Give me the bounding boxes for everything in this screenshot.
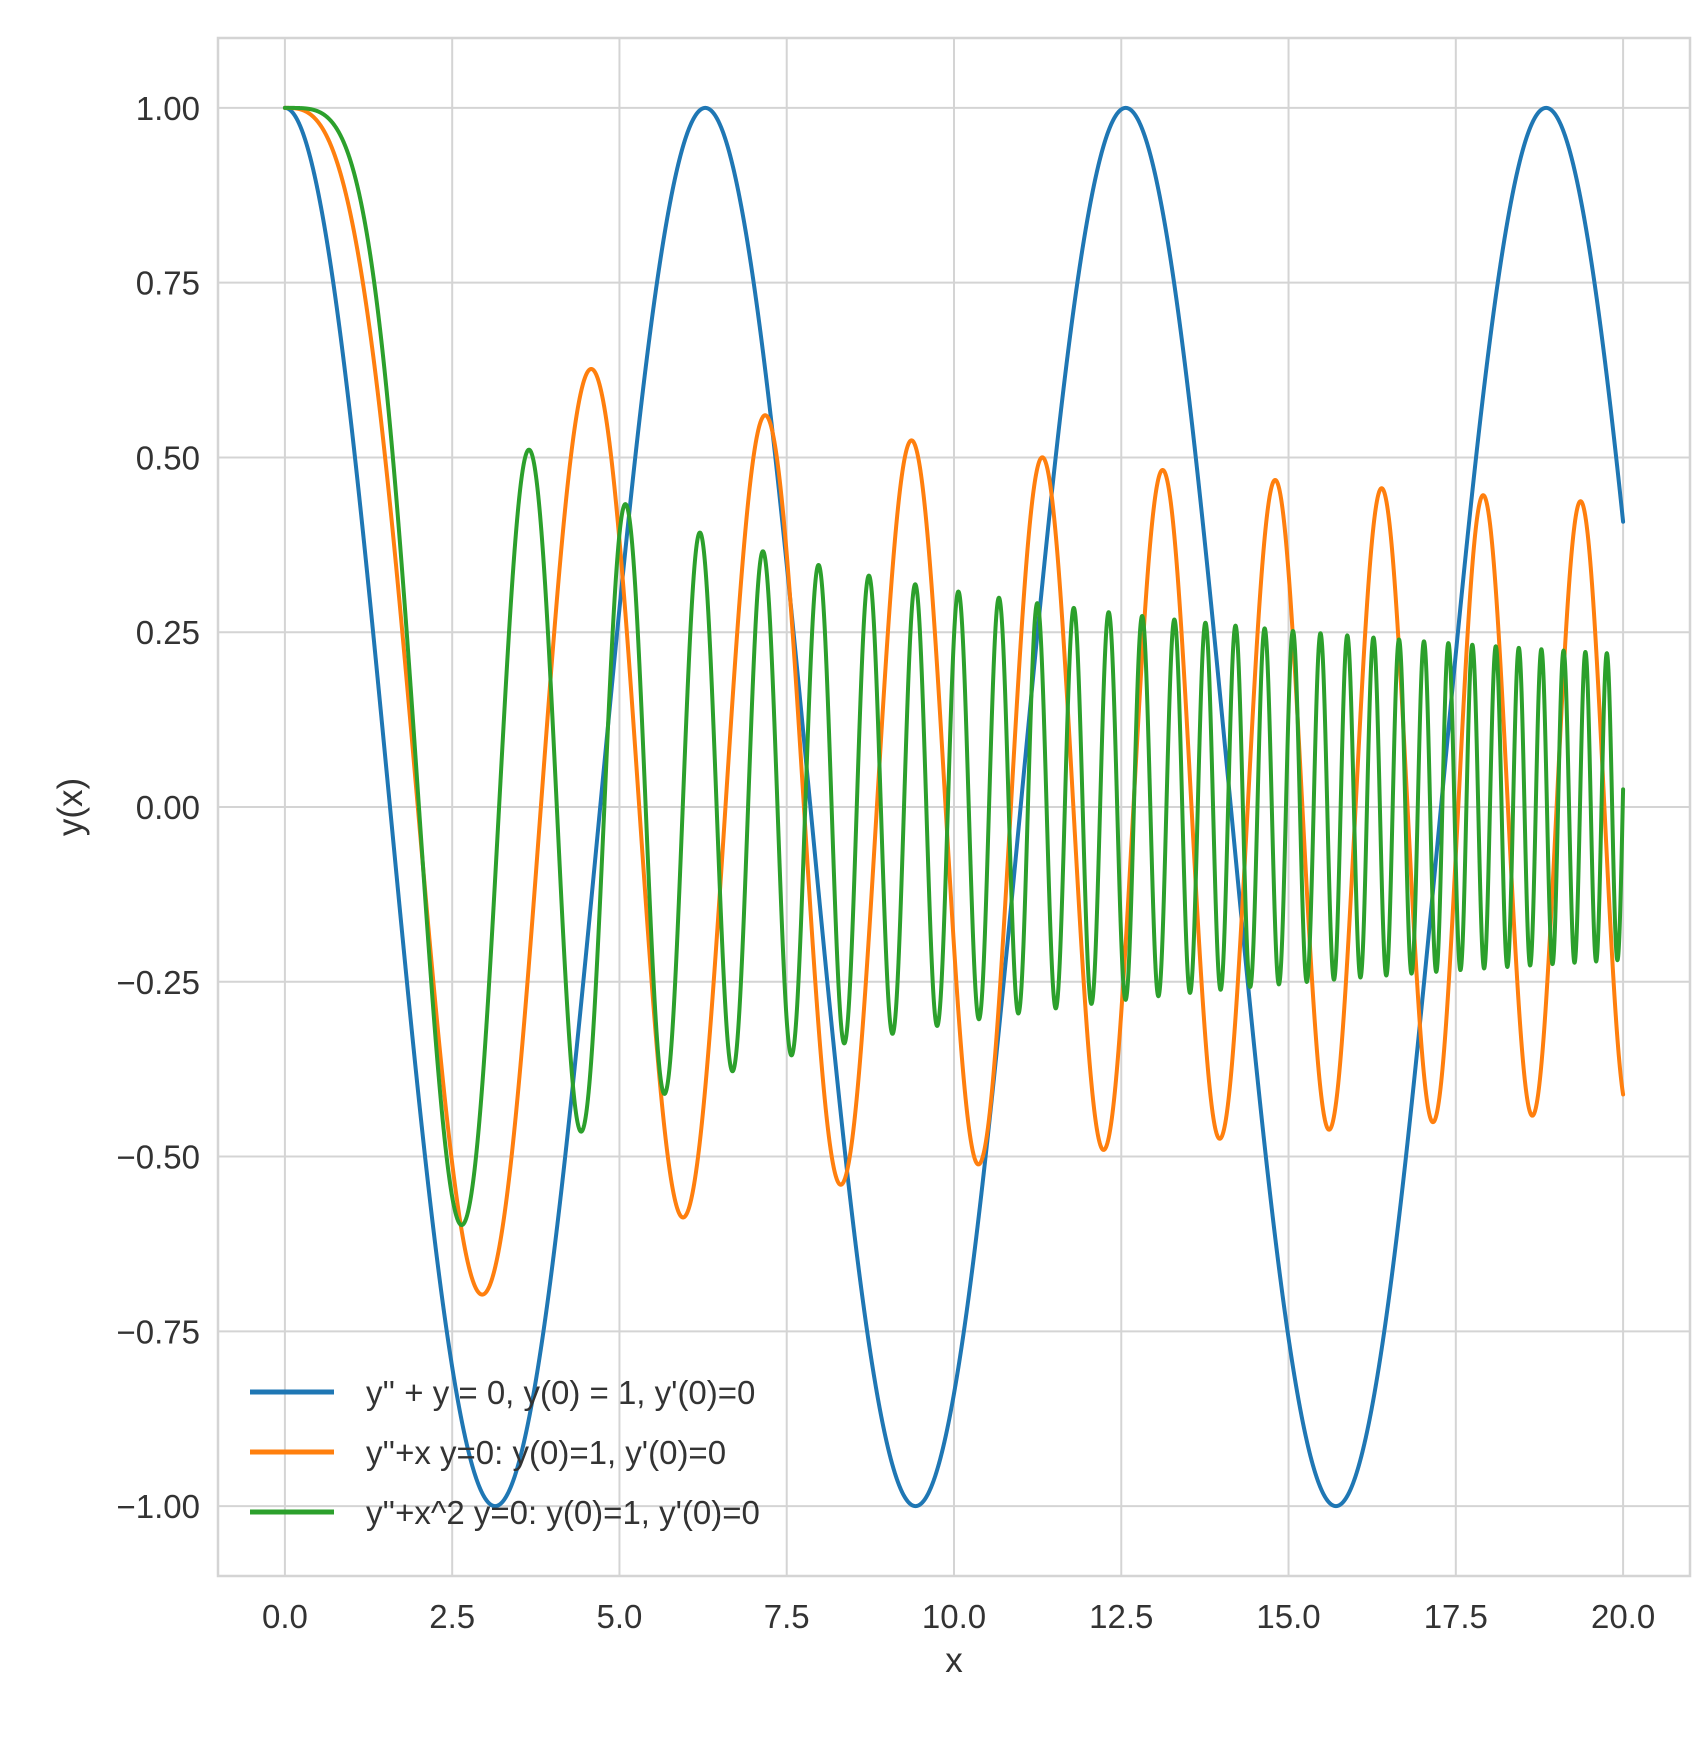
y-tick-label: −0.75 (117, 1313, 201, 1350)
y-tick-label: 0.25 (136, 614, 200, 651)
x-tick-label: 15.0 (1256, 1598, 1320, 1635)
x-axis-label: x (945, 1641, 963, 1680)
plot-frame (216, 36, 1692, 1578)
legend-label-3: y''+x^2 y=0: y(0)=1, y'(0)=0 (366, 1494, 760, 1531)
y-axis-label: y(x) (51, 778, 90, 836)
y-tick-label: 0.00 (136, 789, 200, 826)
x-tick-label: 10.0 (922, 1598, 986, 1635)
x-tick-label: 2.5 (429, 1598, 475, 1635)
y-tick-label: 0.50 (136, 439, 200, 476)
x-tick-label: 5.0 (597, 1598, 643, 1635)
y-tick-label: 1.00 (136, 90, 200, 127)
y-tick-label: −0.50 (117, 1139, 201, 1176)
series-line-1 (282, 105, 1626, 1509)
x-tick-label: 0.0 (262, 1598, 308, 1635)
tick-labels: 0.0 2.5 5.0 7.5 10.0 12.5 15.0 17.5 20.0 −1.00 −0.… (117, 90, 1656, 1635)
x-tick-label: 7.5 (764, 1598, 810, 1635)
series-line-3 (282, 105, 1626, 1228)
x-tick-label: 17.5 (1424, 1598, 1488, 1635)
y-tick-label: 0.75 (136, 265, 200, 302)
x-tick-label: 20.0 (1591, 1598, 1655, 1635)
legend-label-2: y''+x y=0: y(0)=1, y'(0)=0 (366, 1434, 726, 1471)
y-tick-label: −1.00 (117, 1488, 201, 1525)
legend-label-1: y'' + y = 0, y(0) = 1, y'(0)=0 (366, 1374, 755, 1411)
x-tick-label: 12.5 (1089, 1598, 1153, 1635)
series-layer (282, 105, 1626, 1509)
y-tick-label: −0.25 (117, 964, 201, 1001)
legend: y'' + y = 0, y(0) = 1, y'(0)=0 y''+x y=0:… (250, 1374, 760, 1531)
